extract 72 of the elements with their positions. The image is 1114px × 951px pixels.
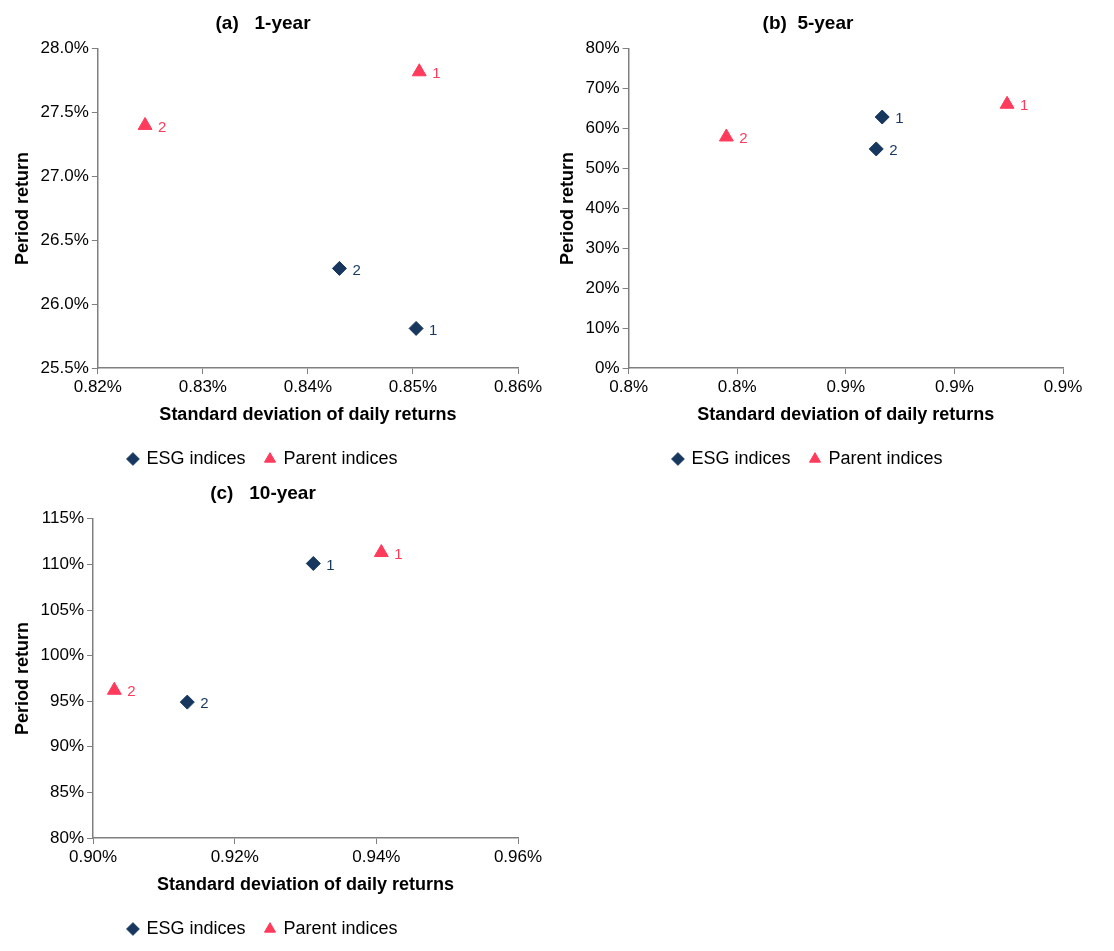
y-tick-label: 95% (50, 690, 85, 710)
x-tick-label: 0.9% (1043, 376, 1083, 396)
y-tick-label: 100% (40, 645, 85, 665)
chart-title: (c) 10-year (210, 481, 317, 503)
annotation: 1 (326, 555, 335, 573)
y-tick-label: 40% (585, 198, 620, 218)
annotation: 1 (429, 320, 438, 338)
x-tick-label: 0.9% (935, 376, 974, 396)
legend-label: Parent indices (828, 447, 943, 468)
y-tick-label: 0% (595, 357, 620, 377)
annotation: 2 (158, 117, 167, 135)
x-tick-label: 0.83% (178, 376, 227, 396)
point (373, 544, 389, 558)
y-tick-label: 30% (585, 237, 620, 257)
annotation: 2 (127, 682, 136, 700)
y-tick-label: 20% (585, 277, 620, 297)
legend-label: ESG indices (691, 447, 791, 468)
y-tick-label: 90% (50, 736, 85, 756)
x-tick-label: 0.86% (493, 376, 543, 396)
x-tick-label: 0.8% (609, 376, 648, 396)
point (411, 63, 427, 77)
y-axis-title: Period return (11, 151, 32, 265)
annotation: 1 (1020, 96, 1029, 114)
point (137, 116, 153, 130)
legend-label: Parent indices (283, 917, 398, 938)
y-tick-label: 50% (585, 158, 620, 178)
annotation: 1 (394, 544, 403, 562)
point (331, 260, 347, 276)
x-tick-label: 0.96% (493, 846, 543, 866)
annotation: 2 (889, 141, 898, 159)
y-tick-label: 80% (585, 38, 620, 58)
x-axis-title: Standard deviation of daily returns (159, 404, 457, 425)
y-axis-title: Period return (11, 621, 32, 735)
legend-label: Parent indices (283, 447, 398, 468)
y-tick-label: 80% (50, 827, 85, 847)
point (106, 681, 122, 695)
annotation: 1 (432, 63, 441, 81)
y-tick-label: 115% (41, 508, 85, 528)
y-tick-label: 26.5% (40, 230, 89, 250)
legend-label: ESG indices (146, 917, 246, 938)
chart-title: (b) 5-year (762, 11, 855, 33)
annotation: 2 (739, 129, 748, 147)
x-tick-label: 0.90% (68, 846, 118, 866)
y-tick-label: 110% (41, 554, 85, 574)
y-tick-label: 60% (585, 118, 620, 138)
x-tick-label: 0.85% (388, 376, 438, 396)
chart-title: (a) 1-year (215, 11, 312, 33)
annotation: 1 (895, 109, 904, 127)
legend-label: ESG indices (146, 447, 246, 468)
x-axis-title: Standard deviation of daily returns (697, 404, 995, 425)
point (179, 694, 195, 710)
y-tick-label: 26.0% (40, 293, 89, 313)
y-axis-title: Period return (556, 151, 577, 265)
y-tick-label: 27.5% (40, 102, 89, 122)
y-tick-label: 28.0% (40, 38, 89, 58)
point (305, 555, 321, 571)
x-tick-label: 0.8% (717, 376, 757, 396)
x-tick-label: 0.9% (826, 376, 866, 396)
y-tick-label: 27.0% (40, 166, 89, 186)
y-tick-label: 10% (585, 317, 620, 337)
annotation: 2 (352, 260, 361, 278)
x-tick-label: 0.82% (73, 376, 122, 396)
y-tick-label: 25.5% (40, 357, 89, 377)
y-tick-label: 70% (585, 78, 620, 98)
point (408, 320, 424, 336)
y-tick-label: 105% (40, 599, 85, 619)
x-tick-label: 0.94% (352, 846, 401, 866)
y-tick-label: 85% (50, 782, 85, 802)
x-tick-label: 0.92% (210, 846, 259, 866)
x-axis-title: Standard deviation of daily returns (157, 874, 455, 895)
x-tick-label: 0.84% (283, 376, 332, 396)
annotation: 2 (200, 694, 209, 712)
